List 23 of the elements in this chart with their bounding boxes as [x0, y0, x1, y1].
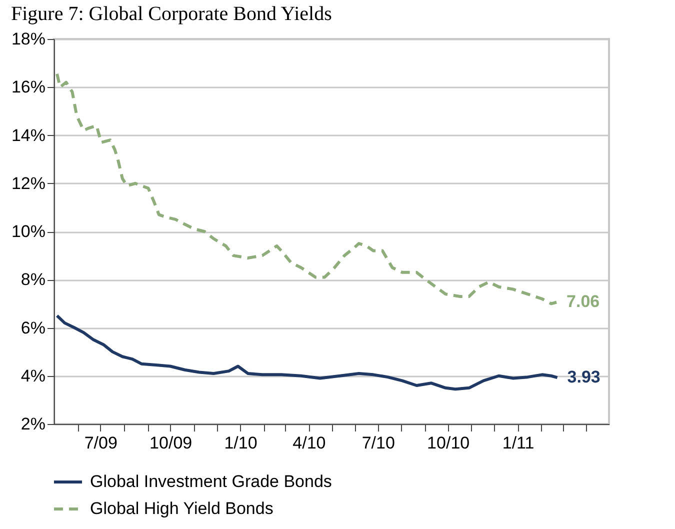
y-tick-label: 12% — [11, 174, 46, 193]
line-series — [56, 314, 559, 391]
annotation: 3.93 — [567, 368, 600, 387]
y-tick-label: 6% — [20, 318, 46, 338]
x-tick-label: 10/09 — [150, 434, 192, 452]
annotation: 7.06 — [566, 292, 600, 312]
y-tick-label: 16% — [11, 78, 46, 97]
x-tick-label: 10/10 — [427, 434, 470, 452]
chart-title: Figure 7: Global Corporate Bond Yields — [10, 3, 332, 25]
y-tick-label: 2% — [20, 414, 46, 434]
y-tick-label: 18% — [11, 30, 46, 48]
legend-label: Global High Yield Bonds — [90, 499, 274, 518]
y-tick-label: 10% — [11, 222, 46, 241]
x-tick-label: 1/10 — [224, 434, 258, 452]
x-tick-label: 4/10 — [292, 434, 326, 452]
y-tick-label: 14% — [11, 126, 46, 145]
x-tick-label: 1/11 — [502, 434, 534, 452]
x-tick-label: 7/09 — [84, 434, 118, 452]
legend-label: Global Investment Grade Bonds — [90, 472, 332, 491]
x-tick-label: 7/10 — [362, 434, 395, 452]
y-tick-label: 8% — [20, 270, 46, 290]
y-tick-label: 4% — [20, 366, 46, 386]
line-series — [56, 72, 558, 306]
